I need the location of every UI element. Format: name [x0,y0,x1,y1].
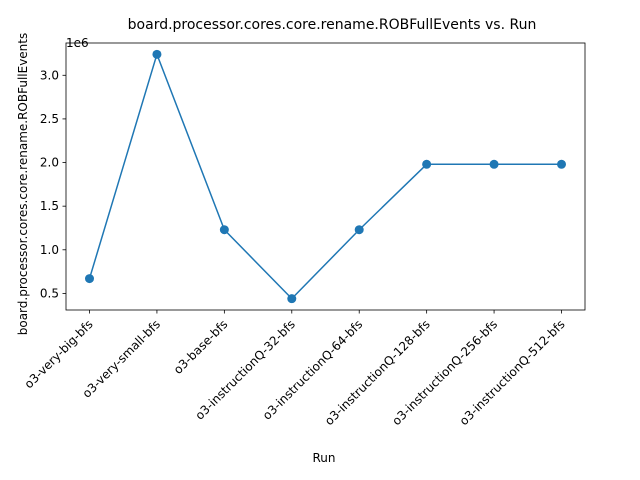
data-point [287,294,297,304]
y-tick-label: 2.0 [40,156,59,170]
data-point [354,225,364,235]
series-line [88,53,562,300]
data-point [152,49,162,59]
y-tick-label: 2.5 [40,112,59,126]
data-point [85,274,94,284]
y-tick-label: 0.5 [40,286,59,300]
chart-title: board.processor.cores.core.rename.ROBFul… [128,17,537,33]
data-point [489,159,499,169]
series-layer [85,49,566,304]
x-axis-label: Run [312,451,335,465]
y-tick-label: 1.5 [40,199,59,213]
data-point [557,159,566,169]
plot-area-frame [65,42,586,311]
y-axis-ticks: 0.5 1.0 1.5 2.0 2.5 3.0 [40,68,66,300]
y-axis-label: board.processor.cores.core.rename.ROBFul… [16,33,30,336]
data-point [219,225,229,235]
data-point [422,159,432,169]
y-tick-label: 1.0 [40,243,59,257]
y-tick-label: 3.0 [40,68,59,82]
